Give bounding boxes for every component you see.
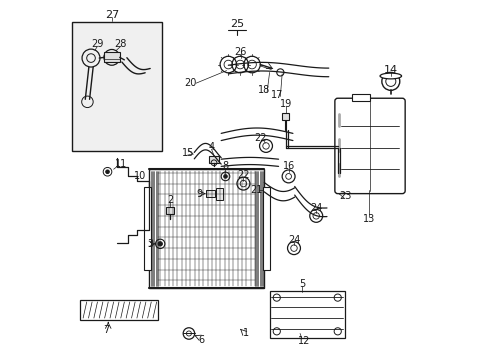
Bar: [263, 187, 269, 270]
Text: 1: 1: [242, 328, 248, 338]
Text: 24: 24: [309, 203, 322, 213]
Bar: [165, 207, 174, 214]
Text: 28: 28: [114, 40, 127, 49]
Text: 7: 7: [103, 325, 109, 335]
Circle shape: [223, 175, 227, 178]
Text: 9: 9: [196, 189, 202, 199]
Bar: [72, 22, 162, 151]
Circle shape: [105, 170, 109, 174]
Text: 25: 25: [230, 19, 244, 29]
Bar: [144, 187, 150, 270]
Text: 14: 14: [383, 64, 397, 75]
FancyBboxPatch shape: [334, 98, 405, 194]
Bar: [208, 156, 219, 163]
Text: 23: 23: [339, 191, 351, 201]
Text: 21: 21: [249, 185, 262, 195]
Bar: [149, 169, 264, 288]
Text: 15: 15: [181, 148, 194, 158]
Bar: [104, 52, 120, 62]
Text: 12: 12: [297, 336, 309, 346]
Text: 4: 4: [208, 142, 214, 152]
Text: 5: 5: [298, 279, 305, 289]
Bar: [205, 190, 214, 197]
Bar: [351, 94, 369, 101]
Text: 19: 19: [279, 99, 291, 109]
Bar: [215, 188, 223, 200]
Text: 10: 10: [134, 171, 146, 181]
Text: 27: 27: [104, 10, 119, 20]
Text: 29: 29: [91, 40, 103, 49]
Text: 20: 20: [184, 78, 197, 88]
Text: 18: 18: [258, 85, 270, 95]
Text: 6: 6: [198, 334, 204, 345]
Text: 26: 26: [234, 46, 246, 57]
Text: 3: 3: [147, 239, 153, 249]
Text: 22: 22: [237, 170, 249, 180]
Circle shape: [158, 242, 162, 246]
Text: 11: 11: [114, 159, 127, 169]
Text: 24: 24: [287, 235, 300, 245]
Text: 13: 13: [363, 215, 375, 224]
Ellipse shape: [379, 73, 401, 79]
Bar: [80, 300, 158, 320]
Text: 8: 8: [222, 161, 228, 171]
Bar: [282, 113, 289, 120]
Text: 17: 17: [271, 90, 283, 100]
Bar: [269, 291, 344, 338]
Text: 16: 16: [282, 161, 294, 171]
Text: 2: 2: [166, 195, 173, 205]
Text: 22: 22: [254, 133, 266, 143]
